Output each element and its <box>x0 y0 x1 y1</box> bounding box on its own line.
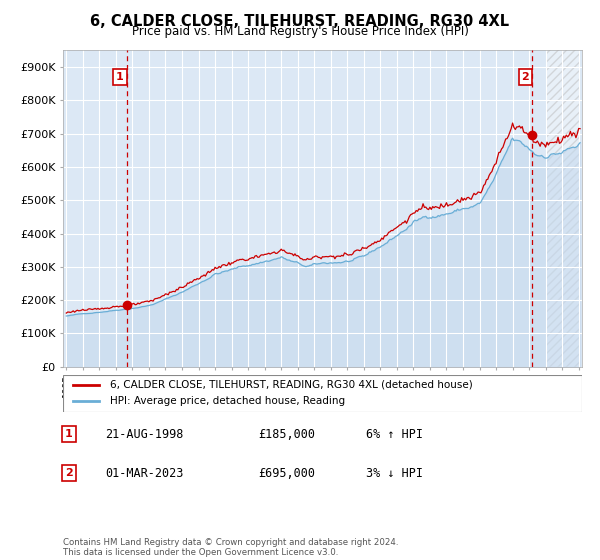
Text: 2: 2 <box>521 72 529 82</box>
Text: 6, CALDER CLOSE, TILEHURST, READING, RG30 4XL (detached house): 6, CALDER CLOSE, TILEHURST, READING, RG3… <box>110 380 472 390</box>
Text: 6% ↑ HPI: 6% ↑ HPI <box>366 427 423 441</box>
FancyBboxPatch shape <box>63 375 582 412</box>
Text: 1: 1 <box>65 429 73 439</box>
Text: £695,000: £695,000 <box>258 466 315 480</box>
Text: Price paid vs. HM Land Registry's House Price Index (HPI): Price paid vs. HM Land Registry's House … <box>131 25 469 38</box>
Text: 01-MAR-2023: 01-MAR-2023 <box>105 466 184 480</box>
Text: 3% ↓ HPI: 3% ↓ HPI <box>366 466 423 480</box>
Text: £185,000: £185,000 <box>258 427 315 441</box>
Text: 2: 2 <box>65 468 73 478</box>
Text: HPI: Average price, detached house, Reading: HPI: Average price, detached house, Read… <box>110 396 345 406</box>
Text: 1: 1 <box>116 72 124 82</box>
Text: 6, CALDER CLOSE, TILEHURST, READING, RG30 4XL: 6, CALDER CLOSE, TILEHURST, READING, RG3… <box>91 14 509 29</box>
Text: 21-AUG-1998: 21-AUG-1998 <box>105 427 184 441</box>
Text: Contains HM Land Registry data © Crown copyright and database right 2024.
This d: Contains HM Land Registry data © Crown c… <box>63 538 398 557</box>
